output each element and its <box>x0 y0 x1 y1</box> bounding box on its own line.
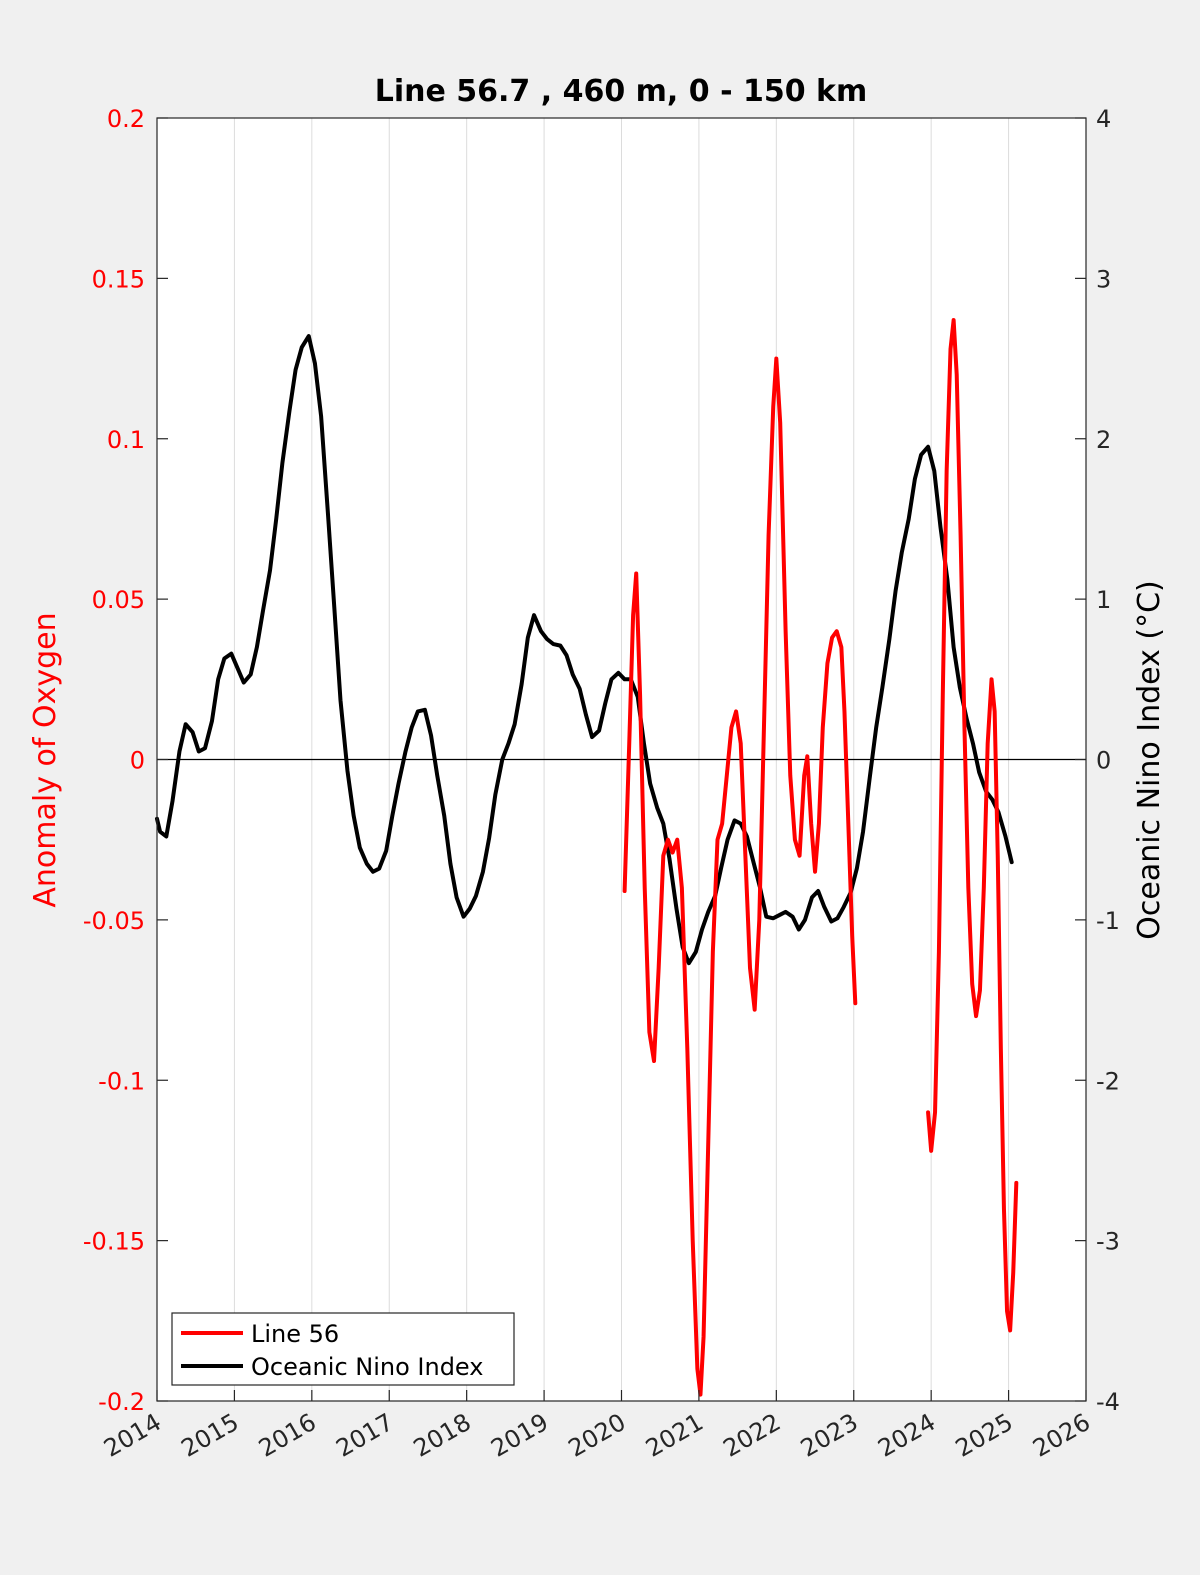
y-left-tick-labels: 0.2 0.15 0.1 0.05 0 -0.05 -0.1 -0.15 -0.2 <box>83 105 145 1416</box>
y-right-tick-label: 2 <box>1096 426 1111 454</box>
line56-series-segment-1 <box>926 318 1019 1333</box>
y-left-tick-label: -0.05 <box>83 907 145 935</box>
ticks <box>156 117 1087 1402</box>
y-right-tick-label: 1 <box>1096 586 1111 614</box>
y-right-tick-label: -2 <box>1096 1067 1120 1095</box>
legend: Line 56 Oceanic Nino Index <box>171 1312 515 1386</box>
y-left-tick-label: 0.2 <box>107 105 145 133</box>
y-right-axis-label: Oceanic Nino Index (°C) <box>1132 580 1167 940</box>
x-tick-label: 2015 <box>177 1408 244 1463</box>
y-left-tick-label: 0.15 <box>92 265 145 293</box>
y-right-tick-label: 3 <box>1096 265 1111 293</box>
x-tick-label: 2016 <box>254 1408 321 1463</box>
series-layer <box>155 318 1019 1397</box>
x-tick-label: 2024 <box>873 1408 940 1463</box>
y-left-tick-label: -0.2 <box>98 1388 145 1416</box>
chart-title: Line 56.7 , 460 m, 0 - 150 km <box>375 74 868 109</box>
x-tick-label: 2023 <box>796 1408 863 1463</box>
x-tick-label: 2014 <box>99 1408 166 1463</box>
y-left-tick-label: 0.1 <box>107 426 145 454</box>
y-right-tick-label: -1 <box>1096 907 1120 935</box>
x-tick-label: 2017 <box>331 1408 398 1463</box>
legend-box <box>171 1312 515 1386</box>
y-left-tick-label: -0.1 <box>98 1067 145 1095</box>
y-left-tick-label: 0 <box>130 747 145 775</box>
y-right-tick-label: -3 <box>1096 1228 1120 1256</box>
oni-series-segment-0 <box>155 334 1014 966</box>
x-tick-label: 2020 <box>564 1408 631 1463</box>
y-left-axis-label: Anomaly of Oxygen <box>28 612 63 907</box>
y-right-tick-label: 0 <box>1096 747 1111 775</box>
y-right-tick-labels: 4 3 2 1 0 -1 -2 -3 -4 <box>1096 105 1120 1416</box>
x-tick-labels: 2014 2015 2016 2017 2018 2019 2020 2021 2022 2023… <box>99 1408 1095 1463</box>
legend-oni-label: Oceanic Nino Index <box>251 1353 483 1381</box>
x-tick-label: 2026 <box>1028 1408 1095 1463</box>
y-left-tick-label: -0.15 <box>83 1228 145 1256</box>
y-right-tick-label: 4 <box>1096 105 1111 133</box>
line56-series-segment-0 <box>622 356 858 1397</box>
x-tick-label: 2018 <box>409 1408 476 1463</box>
y-right-tick-label: -4 <box>1096 1388 1120 1416</box>
legend-line56-label: Line 56 <box>251 1320 339 1348</box>
x-tick-label: 2019 <box>486 1408 553 1463</box>
y-left-tick-label: 0.05 <box>92 586 145 614</box>
x-tick-label: 2022 <box>718 1408 785 1463</box>
x-tick-label: 2021 <box>641 1408 708 1463</box>
x-tick-label: 2025 <box>951 1408 1018 1463</box>
